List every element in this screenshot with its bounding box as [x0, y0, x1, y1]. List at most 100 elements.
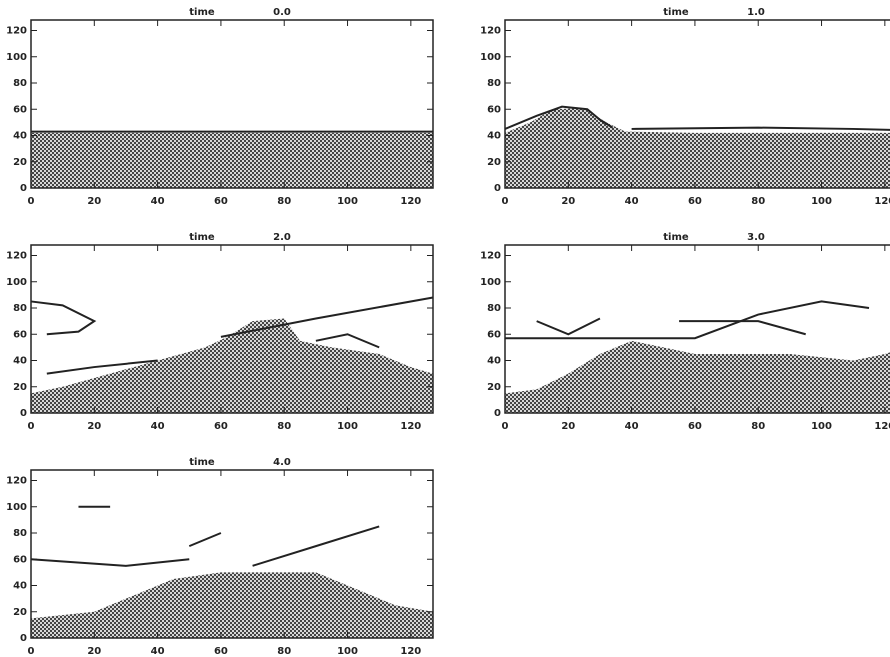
x-tick-label: 60	[688, 196, 702, 207]
contour-line	[188, 532, 222, 548]
y-tick-label: 40	[487, 356, 501, 367]
y-tick-label: 20	[487, 382, 501, 393]
y-tick-label: 40	[13, 356, 27, 367]
x-tick-label: 60	[214, 646, 228, 657]
panel-time: 1.0	[747, 7, 765, 18]
panel: time 1.0 0 20 40 60 80 100 120 0 20 40 60 80 100 120	[480, 7, 890, 207]
hatched-region	[505, 340, 890, 413]
contour-line	[30, 558, 190, 567]
y-tick-label: 80	[13, 528, 27, 539]
y-tick-label: 40	[487, 131, 501, 142]
y-tick-label: 0	[20, 408, 27, 419]
x-tick-label: 40	[151, 421, 165, 432]
y-tick-label: 20	[13, 382, 27, 393]
y-tick-label: 40	[13, 131, 27, 142]
y-tick-label: 100	[6, 502, 27, 513]
y-tick-label: 100	[6, 277, 27, 288]
contour-line	[252, 525, 380, 567]
y-tick-label: 120	[480, 251, 501, 262]
x-tick-label: 40	[625, 421, 639, 432]
y-tick-label: 60	[487, 329, 501, 340]
y-tick-label: 100	[480, 52, 501, 63]
x-tick-label: 80	[277, 646, 291, 657]
y-tick-label: 60	[13, 329, 27, 340]
y-tick-label: 20	[13, 157, 27, 168]
y-tick-label: 0	[494, 183, 501, 194]
x-tick-label: 0	[28, 196, 35, 207]
x-tick-label: 80	[751, 421, 765, 432]
y-tick-label: 120	[6, 251, 27, 262]
y-tick-label: 120	[6, 26, 27, 37]
x-tick-label: 0	[28, 421, 35, 432]
panel-time: 3.0	[747, 232, 765, 243]
y-tick-label: 60	[487, 104, 501, 115]
panel: time 2.0 0 20 40 60 80 100 120 0 20 40 60 80 100 120	[6, 232, 434, 432]
plot-frame	[30, 19, 434, 189]
panel-title: time	[189, 232, 215, 243]
hatched-region	[31, 318, 433, 413]
x-tick-label: 120	[400, 421, 421, 432]
y-tick-label: 80	[13, 303, 27, 314]
x-tick-label: 20	[561, 196, 575, 207]
panel-time: 4.0	[273, 457, 291, 468]
y-tick-label: 0	[20, 633, 27, 644]
contour-line	[30, 300, 97, 336]
x-tick-label: 0	[28, 646, 35, 657]
y-tick-label: 80	[487, 303, 501, 314]
y-tick-label: 60	[13, 104, 27, 115]
y-tick-label: 80	[13, 78, 27, 89]
panel: time 4.0 0 20 40 60 80 100 120 0 20 40 60 80 100 120	[6, 457, 434, 657]
plot-frame	[504, 19, 890, 189]
x-tick-label: 20	[87, 421, 101, 432]
x-tick-label: 60	[214, 196, 228, 207]
x-tick-label: 80	[277, 196, 291, 207]
x-tick-label: 100	[337, 196, 358, 207]
x-tick-label: 100	[811, 196, 832, 207]
panel: time 3.0 0 20 40 60 80 100 120 0 20 40 60 80 100 120	[480, 232, 890, 432]
x-tick-label: 120	[400, 646, 421, 657]
hatched-region	[31, 572, 433, 638]
panel-time: 2.0	[273, 232, 291, 243]
x-tick-label: 40	[625, 196, 639, 207]
x-tick-label: 60	[214, 421, 228, 432]
x-tick-label: 120	[400, 196, 421, 207]
panel-title: time	[189, 457, 215, 468]
x-tick-label: 120	[874, 421, 890, 432]
plot-frame	[30, 244, 434, 414]
panel-time: 0.0	[273, 7, 291, 18]
y-tick-label: 80	[487, 78, 501, 89]
y-tick-label: 20	[13, 607, 27, 618]
x-tick-label: 120	[874, 196, 890, 207]
panel: time 0.0 0 20 40 60 80 100 120 0 20 40 60 80 100 120	[6, 7, 434, 207]
y-tick-label: 60	[13, 554, 27, 565]
panel-title: time	[663, 7, 689, 18]
x-tick-label: 20	[561, 421, 575, 432]
contour-line	[504, 105, 614, 130]
x-tick-label: 40	[151, 646, 165, 657]
contour-line	[220, 296, 434, 338]
plot-frame	[504, 244, 890, 414]
y-tick-label: 20	[487, 157, 501, 168]
contour-line	[46, 359, 158, 375]
x-tick-label: 100	[337, 646, 358, 657]
contour-line	[315, 333, 380, 349]
y-tick-label: 120	[480, 26, 501, 37]
y-tick-label: 40	[13, 581, 27, 592]
hatched-region	[505, 107, 890, 188]
x-tick-label: 40	[151, 196, 165, 207]
x-tick-label: 20	[87, 646, 101, 657]
contour-line	[536, 317, 601, 336]
contour-line	[679, 320, 806, 336]
contour-line	[631, 126, 890, 131]
y-tick-label: 0	[20, 183, 27, 194]
x-tick-label: 20	[87, 196, 101, 207]
panel-title: time	[189, 7, 215, 18]
plot-frame	[30, 469, 434, 639]
y-tick-label: 100	[480, 277, 501, 288]
x-tick-label: 100	[811, 421, 832, 432]
y-tick-label: 100	[6, 52, 27, 63]
y-tick-label: 0	[494, 408, 501, 419]
contour-line	[505, 300, 870, 340]
